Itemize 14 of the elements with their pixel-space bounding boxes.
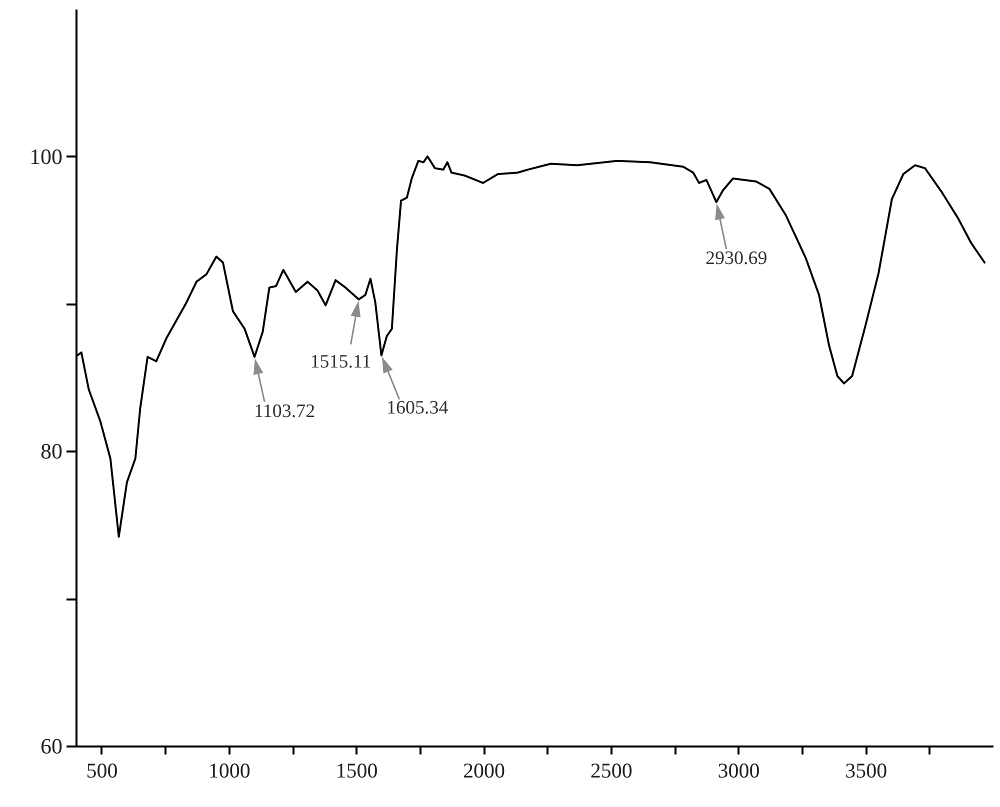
y-tick-label: 60 — [40, 734, 62, 758]
x-tick-label: 3500 — [845, 758, 888, 782]
annotation: 1515.11 — [310, 351, 372, 372]
x-tick-label: 500 — [86, 758, 118, 782]
annotation: 2930.69 — [705, 248, 768, 270]
x-tick-label: 1000 — [208, 758, 250, 782]
annotation: 1605.34 — [386, 397, 449, 418]
x-tick-label: 3000 — [718, 758, 760, 782]
y-tick-label: 100 — [30, 144, 62, 169]
y-tick-label: 80 — [40, 438, 62, 464]
x-tick-label: 2500 — [590, 758, 632, 782]
x-tick-label: 1500 — [336, 758, 378, 782]
x-tick-label: 2000 — [463, 758, 506, 782]
annotation: 1103.72 — [254, 400, 316, 422]
